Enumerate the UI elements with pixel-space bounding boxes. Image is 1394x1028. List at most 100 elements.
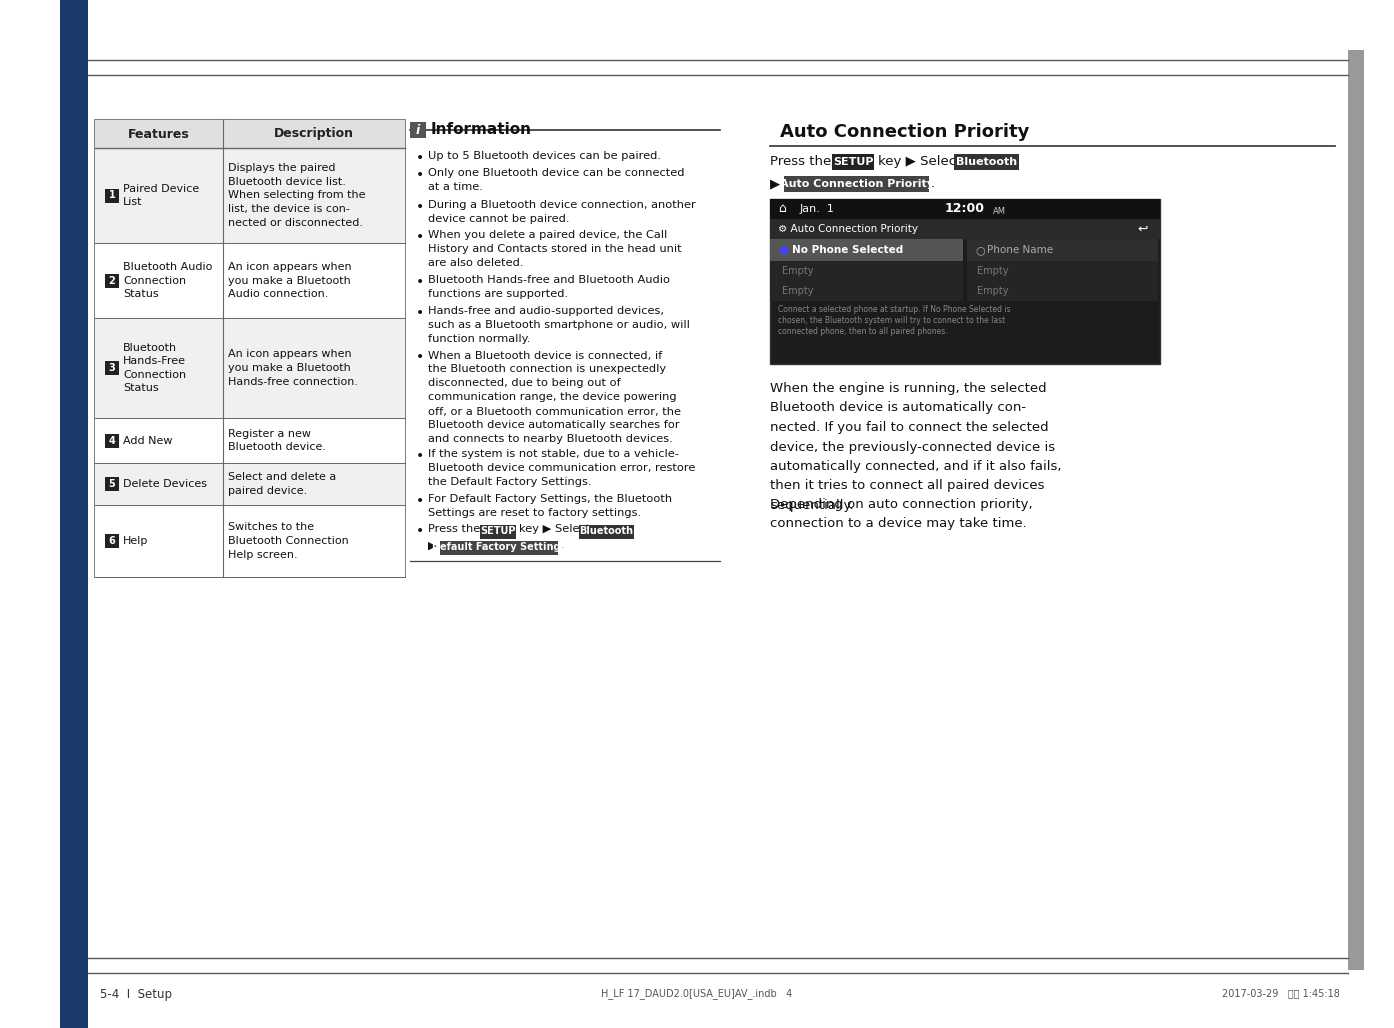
Text: If the system is not stable, due to a vehicle-
Bluetooth device communication er: If the system is not stable, due to a ve… xyxy=(428,449,696,487)
Text: SETUP: SETUP xyxy=(832,157,873,167)
Text: During a Bluetooth device connection, another
device cannot be paired.: During a Bluetooth device connection, an… xyxy=(428,199,696,223)
Text: Paired Device
List: Paired Device List xyxy=(123,184,199,207)
Text: ↩: ↩ xyxy=(1138,222,1149,235)
Text: Bluetooth
Hands-Free
Connection
Status: Bluetooth Hands-Free Connection Status xyxy=(123,343,187,393)
Text: An icon appears when
you make a Bluetooth
Hands-free connection.: An icon appears when you make a Bluetoot… xyxy=(229,350,358,387)
Text: Register a new
Bluetooth device.: Register a new Bluetooth device. xyxy=(229,429,326,452)
Bar xyxy=(410,122,427,138)
Bar xyxy=(95,148,406,243)
Text: Bluetooth Hands-free and Bluetooth Audio
functions are supported.: Bluetooth Hands-free and Bluetooth Audio… xyxy=(428,276,671,299)
Text: Help: Help xyxy=(123,536,148,546)
Bar xyxy=(769,261,963,281)
Text: 6: 6 xyxy=(109,536,116,546)
Bar xyxy=(95,463,406,505)
Text: Jan.  1: Jan. 1 xyxy=(800,204,835,214)
Text: Bluetooth Audio
Connection
Status: Bluetooth Audio Connection Status xyxy=(123,262,212,299)
Text: ○: ○ xyxy=(974,245,984,255)
Text: 5-4  I  Setup: 5-4 I Setup xyxy=(100,988,171,1001)
Text: Default Factory Settings: Default Factory Settings xyxy=(432,543,566,552)
Text: ▶: ▶ xyxy=(428,541,436,551)
Text: •: • xyxy=(415,306,424,320)
Bar xyxy=(95,120,406,577)
Text: ●: ● xyxy=(778,245,788,255)
Text: Select and delete a
paired device.: Select and delete a paired device. xyxy=(229,472,336,495)
Text: Bluetooth: Bluetooth xyxy=(956,157,1018,167)
Bar xyxy=(967,238,1158,261)
Bar xyxy=(105,434,118,447)
Text: AM: AM xyxy=(993,207,1006,216)
Text: 12:00: 12:00 xyxy=(945,203,986,216)
Bar xyxy=(95,505,406,577)
Bar xyxy=(832,154,874,170)
Bar xyxy=(953,154,1019,170)
Text: 2017-03-29   오후 1:45:18: 2017-03-29 오후 1:45:18 xyxy=(1223,988,1340,998)
Bar xyxy=(783,176,928,192)
Text: •: • xyxy=(415,199,424,214)
Text: 2: 2 xyxy=(109,276,116,286)
Text: •: • xyxy=(415,493,424,508)
Text: Press the: Press the xyxy=(428,524,481,535)
Text: 1: 1 xyxy=(109,190,116,200)
Text: 3: 3 xyxy=(109,363,116,373)
Text: No Phone Selected: No Phone Selected xyxy=(792,245,903,255)
Text: Add New: Add New xyxy=(123,436,173,445)
Bar xyxy=(769,281,963,301)
Bar xyxy=(105,361,118,375)
Text: When the engine is running, the selected
Bluetooth device is automatically con-
: When the engine is running, the selected… xyxy=(769,382,1061,512)
Bar xyxy=(769,199,1160,219)
Text: Displays the paired
Bluetooth device list.
When selecting from the
list, the dev: Displays the paired Bluetooth device lis… xyxy=(229,163,365,227)
Text: Press the: Press the xyxy=(769,155,831,168)
Text: Features: Features xyxy=(128,127,190,141)
Text: Delete Devices: Delete Devices xyxy=(123,479,206,489)
Text: Empty: Empty xyxy=(782,286,814,296)
Bar xyxy=(105,477,118,491)
Text: •: • xyxy=(415,449,424,463)
Bar xyxy=(105,273,118,288)
Text: Up to 5 Bluetooth devices can be paired.: Up to 5 Bluetooth devices can be paired. xyxy=(428,151,661,161)
Text: Empty: Empty xyxy=(977,286,1008,296)
Text: .: . xyxy=(931,177,935,190)
Bar xyxy=(441,541,558,554)
Text: •: • xyxy=(415,169,424,183)
Bar xyxy=(967,261,1158,281)
Text: •: • xyxy=(415,151,424,166)
Text: key ▶ Select: key ▶ Select xyxy=(878,155,962,168)
Text: Depending on auto connection priority,
connection to a device may take time.: Depending on auto connection priority, c… xyxy=(769,498,1033,530)
Bar xyxy=(95,418,406,463)
Text: Empty: Empty xyxy=(782,266,814,276)
Text: •: • xyxy=(415,230,424,245)
Bar xyxy=(1348,50,1363,970)
Text: Information: Information xyxy=(431,122,533,138)
Text: For Default Factory Settings, the Bluetooth
Settings are reset to factory settin: For Default Factory Settings, the Blueto… xyxy=(428,493,672,517)
Text: H_LF 17_DAUD2.0[USA_EU]AV_.indb   4: H_LF 17_DAUD2.0[USA_EU]AV_.indb 4 xyxy=(601,988,793,999)
Text: ▶: ▶ xyxy=(769,177,781,190)
Text: When you delete a paired device, the Call
History and Contacts stored in the hea: When you delete a paired device, the Cal… xyxy=(428,230,682,268)
Text: 4: 4 xyxy=(109,436,116,445)
Bar xyxy=(105,188,118,203)
Text: When a Bluetooth device is connected, if
the Bluetooth connection is unexpectedl: When a Bluetooth device is connected, if… xyxy=(428,351,682,444)
Text: Auto Connection Priority: Auto Connection Priority xyxy=(781,123,1029,141)
Text: Hands-free and audio-supported devices,
such as a Bluetooth smartphone or audio,: Hands-free and audio-supported devices, … xyxy=(428,306,690,344)
Bar xyxy=(60,0,88,1028)
Text: Phone Name: Phone Name xyxy=(987,245,1052,255)
Bar xyxy=(769,219,1160,238)
Bar xyxy=(105,534,118,548)
Text: Switches to the
Bluetooth Connection
Help screen.: Switches to the Bluetooth Connection Hel… xyxy=(229,522,348,559)
Text: Bluetooth: Bluetooth xyxy=(580,526,633,537)
Text: Connect a selected phone at startup. If No Phone Selected is
chosen, the Bluetoo: Connect a selected phone at startup. If … xyxy=(778,305,1011,336)
Text: SETUP: SETUP xyxy=(481,526,516,537)
Bar xyxy=(95,243,406,318)
Text: key ▶ Select: key ▶ Select xyxy=(519,524,590,535)
Bar xyxy=(967,281,1158,301)
Bar xyxy=(769,199,1160,364)
Text: ⌂: ⌂ xyxy=(778,203,786,216)
Bar xyxy=(95,120,406,148)
Bar xyxy=(579,524,634,539)
Text: Auto Connection Priority: Auto Connection Priority xyxy=(779,179,934,189)
Text: i: i xyxy=(415,123,420,137)
Bar xyxy=(95,318,406,418)
Text: •: • xyxy=(415,276,424,289)
Text: An icon appears when
you make a Bluetooth
Audio connection.: An icon appears when you make a Bluetoot… xyxy=(229,262,351,299)
Bar xyxy=(769,238,963,261)
Text: Empty: Empty xyxy=(977,266,1008,276)
